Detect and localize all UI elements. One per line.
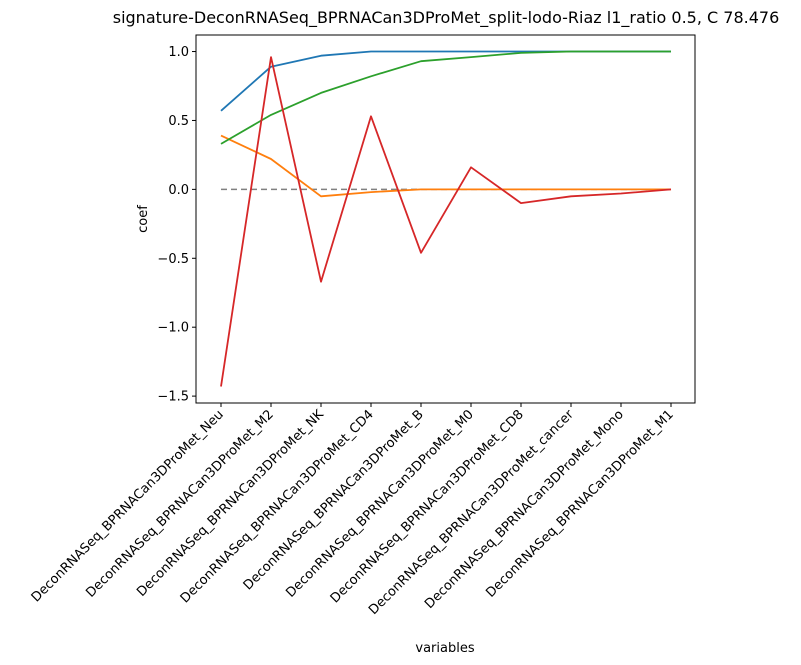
plot-area [220,50,672,387]
chart-title: signature-DeconRNASeq_BPRNACan3DProMet_s… [113,8,780,28]
x-tick-label: DeconRNASeq_BPRNACan3DProMet_M0 [283,407,477,601]
x-axis-label: variables [415,641,474,656]
x-tick-label: DeconRNASeq_BPRNACan3DProMet_NK [134,407,327,600]
x-tick-label: DeconRNASeq_BPRNACan3DProMet_B [241,407,427,593]
y-tick-label: −1.5 [157,390,189,405]
axes-frame [195,34,696,404]
y-tick-label: −0.5 [157,252,189,267]
y-tick-label: −1.0 [157,321,189,336]
y-tick-label: 1.0 [168,45,189,60]
y-tick-label: 0.0 [168,183,189,198]
series-line-4 [220,56,672,387]
series-line-1 [220,50,671,112]
series-line-3 [220,50,671,145]
y-tick-label: 0.5 [168,114,189,129]
x-tick-label: DeconRNASeq_BPRNACan3DProMet_M1 [483,407,677,601]
x-tick-label: DeconRNASeq_BPRNACan3DProMet_M2 [83,407,277,601]
x-axis: DeconRNASeq_BPRNACan3DProMet_NeuDeconRNA… [29,403,677,618]
series-line-2 [220,134,671,198]
y-axis-label: coef [136,205,151,233]
y-axis: −1.5 −1.0 −0.5 0.0 0.5 1.0 [157,45,196,405]
